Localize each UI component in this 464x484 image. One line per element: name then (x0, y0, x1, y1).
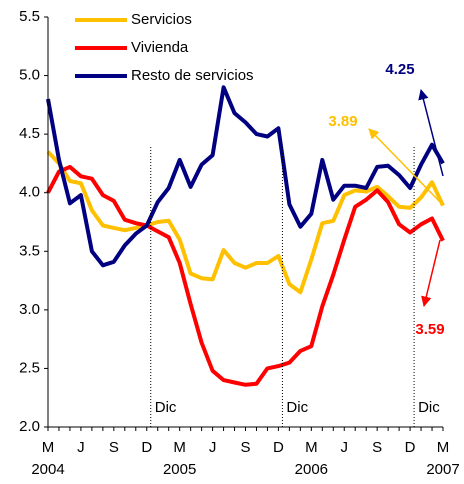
legend-label: Servicios (131, 11, 192, 28)
y-tick-label: 5.5 (19, 8, 40, 25)
annotation: 4.25 (385, 61, 414, 78)
x-tick-label: S (372, 439, 382, 456)
x-tick-label: D (141, 439, 152, 456)
y-tick-label: 2.0 (19, 418, 40, 435)
annotation: 3.59 (415, 321, 444, 338)
annotation-arrow (418, 88, 444, 177)
annotation-arrow (421, 239, 441, 308)
annotation: 3.89 (328, 113, 357, 130)
x-tick-label: M (437, 439, 450, 456)
x-group-label: 2004 (31, 461, 64, 478)
series-line (46, 164, 445, 387)
legend-label: Resto de servicios (131, 67, 254, 84)
x-tick-label: D (273, 439, 284, 456)
x-tick-label: S (240, 439, 250, 456)
x-group-label: 2005 (163, 461, 196, 478)
x-tick-label: J (209, 439, 217, 456)
x-tick-label: S (109, 439, 119, 456)
y-tick-label: 3.5 (19, 242, 40, 259)
period-marker-label: Dic (418, 399, 440, 416)
period-marker-label: Dic (286, 399, 308, 416)
series-line (46, 150, 445, 295)
x-tick-label: D (405, 439, 416, 456)
y-tick-label: 3.0 (19, 301, 40, 318)
y-tick-label: 2.5 (19, 359, 40, 376)
x-tick-label: M (173, 439, 186, 456)
y-tick-label: 4.0 (19, 184, 40, 201)
y-tick-label: 4.5 (19, 125, 40, 142)
x-tick-label: M (305, 439, 318, 456)
x-group-label: 2006 (295, 461, 328, 478)
series-line (46, 85, 445, 268)
x-tick-label: M (42, 439, 55, 456)
x-tick-label: J (341, 439, 349, 456)
y-tick-label: 5.0 (19, 67, 40, 84)
period-marker-label: Dic (155, 399, 177, 416)
x-tick-label: J (77, 439, 85, 456)
legend-label: Vivienda (131, 39, 189, 56)
annotation-arrow (368, 128, 442, 204)
x-group-label: 2007 (426, 461, 459, 478)
